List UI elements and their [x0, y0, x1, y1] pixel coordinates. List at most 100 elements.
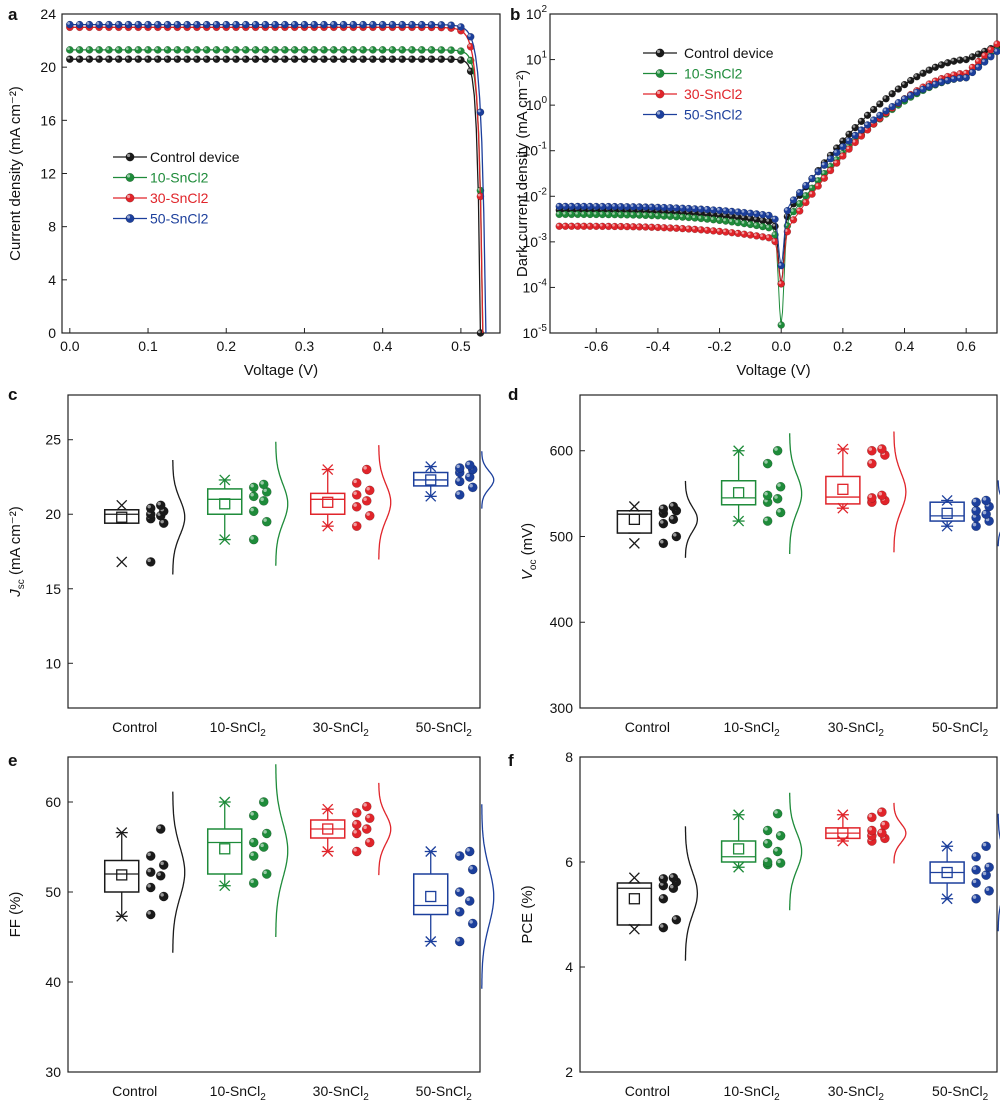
extreme-x-marker — [219, 880, 231, 892]
jv-point-50-SnCl2-highlight — [135, 22, 139, 25]
y-axis-title-subscript: sc — [16, 579, 27, 589]
dark-point-50-SnCl2 — [906, 91, 915, 100]
dark-point-30-SnCl2 — [592, 222, 600, 231]
category-label-subscript: 2 — [878, 1092, 884, 1103]
dark-point-50-SnCl2-highlight — [760, 212, 763, 215]
jv-point-50-SnCl2-highlight — [428, 22, 432, 25]
jv-point-Control-highlight — [243, 56, 246, 60]
data-point — [155, 824, 166, 834]
data-point-highlight — [260, 843, 264, 848]
jv-point-10-SnCl2 — [398, 46, 407, 54]
dark-point-Control — [937, 61, 946, 69]
data-point-highlight — [353, 809, 357, 813]
jv-point-Control — [359, 55, 367, 63]
dark-point-Control-highlight — [871, 106, 874, 110]
jv-point-50-SnCl2-highlight — [233, 22, 237, 25]
box-iqr — [720, 840, 757, 863]
jv-point-50-SnCl2 — [310, 20, 319, 29]
jv-point-50-SnCl2-highlight — [243, 22, 246, 25]
data-point — [351, 846, 362, 857]
x-tick-label: -0.6 — [584, 338, 608, 354]
data-point — [145, 867, 156, 878]
dark-point-50-SnCl2-highlight — [809, 175, 813, 179]
data-point — [880, 820, 890, 831]
jv-point-Control — [339, 55, 348, 63]
jv-point-50-SnCl2-highlight — [155, 22, 158, 25]
dark-point-50-SnCl2-highlight — [692, 206, 695, 209]
dark-point-30-SnCl2 — [641, 223, 650, 231]
y-tick-label: 10-4 — [523, 277, 548, 295]
jv-point-10-SnCl2 — [232, 46, 240, 54]
jv-point-10-SnCl2 — [95, 46, 103, 54]
dark-point-50-SnCl2-highlight — [599, 203, 603, 207]
dark-point-10-SnCl2 — [666, 212, 674, 221]
dark-point-10-SnCl2-highlight — [716, 217, 720, 221]
dark-point-10-SnCl2-highlight — [655, 213, 659, 216]
jv-point-Control — [408, 55, 416, 63]
data-point-highlight — [466, 848, 470, 852]
dark-point-30-SnCl2-highlight — [957, 71, 961, 74]
y-tick-label: 0 — [48, 325, 56, 341]
dark-point-30-SnCl2-highlight — [834, 160, 837, 164]
dark-point-30-SnCl2 — [611, 222, 619, 231]
dark-point-10-SnCl2-highlight — [753, 222, 757, 226]
extreme-x-marker — [941, 495, 953, 506]
legend-marker-30-SnCl2-highlight — [126, 194, 131, 199]
jv-point-10-SnCl2 — [447, 46, 455, 54]
jv-point-10-SnCl2-highlight — [389, 47, 393, 50]
dark-point-10-SnCl2 — [715, 216, 724, 225]
dark-point-10-SnCl2 — [796, 199, 804, 208]
box-mean-marker — [116, 869, 128, 881]
category-label-subscript: 2 — [774, 1092, 780, 1103]
jv-point-50-SnCl2 — [466, 32, 475, 41]
box-iqr — [616, 510, 653, 534]
jv-point-10-SnCl2-highlight — [438, 47, 442, 51]
jv-point-10-SnCl2-highlight — [301, 47, 305, 50]
dark-point-30-SnCl2 — [703, 226, 711, 235]
distribution-curve — [789, 433, 803, 554]
data-point-highlight — [147, 558, 151, 563]
jv-point-Control-highlight — [360, 56, 364, 60]
data-point-highlight — [774, 848, 778, 852]
box-iqr — [825, 475, 861, 505]
dark-point-10-SnCl2-highlight — [827, 164, 831, 167]
jv-point-50-SnCl2 — [349, 20, 358, 29]
data-point — [671, 531, 682, 542]
data-point — [361, 801, 372, 812]
jv-point-10-SnCl2-highlight — [243, 47, 246, 50]
dark-point-10-SnCl2-highlight — [593, 211, 597, 215]
data-point — [454, 476, 465, 487]
dark-point-30-SnCl2-highlight — [587, 223, 591, 227]
dark-point-30-SnCl2-highlight — [667, 225, 671, 229]
category-label-text: 30-SnCl — [828, 719, 879, 735]
jv-point-Control — [114, 55, 123, 63]
dark-point-50-SnCl2-highlight — [766, 212, 769, 216]
data-point-highlight — [157, 501, 161, 506]
jv-point-50-SnCl2-highlight — [301, 22, 305, 25]
data-point — [248, 851, 259, 861]
jv-point-10-SnCl2-highlight — [458, 48, 462, 52]
data-point-highlight — [366, 839, 370, 843]
y-tick-label: 10-3 — [523, 232, 548, 250]
jv-point-50-SnCl2 — [95, 20, 103, 29]
jv-point-10-SnCl2 — [173, 46, 182, 54]
dark-point-Control-highlight — [945, 60, 948, 63]
jv-point-Control — [222, 55, 231, 63]
jv-point-Control — [75, 55, 84, 63]
y-tick-label: 8 — [48, 219, 56, 235]
dark-point-30-SnCl2-highlight — [562, 223, 566, 227]
dark-point-50-SnCl2-highlight — [747, 210, 751, 214]
dark-point-10-SnCl2 — [765, 224, 773, 232]
dark-point-30-SnCl2 — [789, 216, 798, 224]
x-tick-label: 0.0 — [771, 338, 791, 354]
data-point — [971, 851, 981, 862]
category-label: 50-SnCl2 — [932, 1083, 989, 1103]
data-point — [364, 837, 375, 848]
data-point — [155, 871, 166, 881]
dark-point-50-SnCl2 — [685, 204, 693, 213]
jv-point-Control — [271, 55, 279, 63]
dark-point-50-SnCl2-highlight — [624, 204, 628, 207]
y-tick-exponent: -2 — [538, 186, 547, 197]
data-point-highlight — [972, 853, 977, 857]
